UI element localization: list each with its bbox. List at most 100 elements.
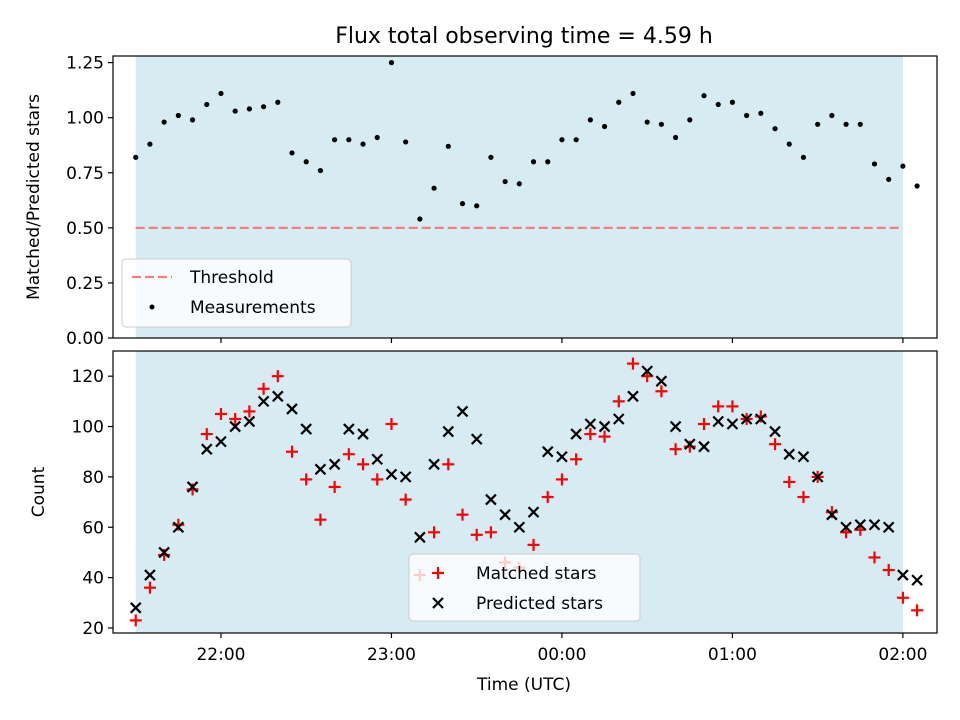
predicted-star-point — [669, 420, 682, 433]
y-tick-label: 0.75 — [66, 164, 104, 184]
predicted-x-b — [826, 508, 838, 521]
predicted-star-point — [513, 521, 526, 534]
measurement-point — [246, 106, 252, 112]
measurement-point — [587, 117, 593, 123]
predicted-x-b — [243, 415, 256, 428]
predicted-x-b — [797, 450, 810, 463]
matched-star-point — [698, 418, 711, 431]
measurement-point — [886, 176, 892, 182]
threshold-legend-label: Threshold — [189, 268, 274, 288]
measurement-point — [374, 134, 380, 141]
y-tick-label: 60 — [82, 518, 104, 538]
matched-star-point — [357, 458, 370, 471]
matched-star-point — [470, 528, 483, 541]
matched-star-point — [882, 564, 895, 577]
predicted-x-b — [399, 471, 412, 483]
measurement-point — [616, 99, 622, 105]
predicted-x-b — [385, 468, 398, 481]
measurements-legend-swatch — [149, 304, 155, 310]
y-tick-label: 0.00 — [66, 329, 104, 349]
predicted-star-point — [627, 390, 639, 403]
count-y-axis-label: Count — [29, 466, 49, 517]
predicted-x-b — [854, 518, 867, 531]
count-points — [129, 357, 924, 627]
matched-star-point — [243, 405, 256, 418]
predicted-x-b — [584, 418, 597, 430]
predicted-x-b — [328, 458, 341, 471]
predicted-star-point — [158, 546, 170, 559]
predicted-star-point — [399, 471, 412, 483]
predicted-star-point — [570, 428, 582, 440]
predicted-x-b — [570, 428, 582, 440]
count-y-ticks: 20 40 60 80 100 120 — [72, 367, 113, 639]
matched-star-point — [783, 475, 796, 488]
predicted-x-b — [215, 435, 227, 448]
measurement-point — [289, 150, 295, 156]
measurement-point — [843, 121, 849, 127]
ratio-x-ticks — [220, 338, 904, 343]
predicted-x-b — [470, 433, 483, 445]
predicted-star-point — [371, 453, 384, 466]
matched-star-point — [456, 508, 469, 521]
predicted-x-b — [499, 508, 511, 521]
predicted-star-point — [755, 413, 767, 425]
measurement-point — [630, 90, 636, 97]
predicted-x-b — [314, 463, 327, 476]
predicted-star-point — [314, 463, 327, 476]
ratio-legend: Threshold Measurements — [121, 258, 352, 328]
predicted-x-b — [357, 428, 369, 440]
predicted-star-point — [868, 518, 881, 531]
predicted-star-point — [186, 481, 199, 493]
measurement-point — [417, 216, 423, 222]
predicted-star-point — [769, 425, 781, 438]
ratio-y-ticks: 0.00 0.25 0.50 0.75 1.00 1.25 — [66, 54, 113, 349]
measurement-point — [672, 134, 679, 141]
measurement-point — [459, 201, 466, 207]
predicted-star-point — [414, 531, 426, 544]
predicted-x-b — [868, 518, 881, 531]
matched-legend-label: Matched stars — [476, 564, 596, 584]
matched-star-point — [555, 473, 568, 486]
measurement-point — [175, 112, 181, 119]
predicted-star-point — [783, 448, 796, 461]
predicted-x-b — [129, 602, 142, 614]
predicted-x-b — [428, 458, 440, 471]
measurement-point — [474, 203, 480, 209]
measurement-point — [815, 121, 821, 127]
measurement-point — [871, 161, 878, 167]
matched-star-point — [371, 473, 384, 486]
predicted-x-b — [144, 569, 156, 581]
measurement-point — [900, 163, 906, 169]
predicted-star-point — [641, 365, 653, 377]
measurement-point — [403, 139, 409, 145]
matched-star-point — [300, 473, 313, 486]
measurement-point — [161, 119, 167, 125]
predicted-star-point — [357, 428, 369, 440]
measurement-point — [303, 159, 309, 165]
predicted-x-b — [698, 440, 710, 453]
measurement-point — [204, 101, 210, 108]
predicted-x-b — [783, 448, 796, 461]
x-tick-label: 23:00 — [367, 645, 416, 665]
measurement-point — [687, 117, 693, 123]
predicted-x-b — [371, 453, 384, 466]
predicted-x-b — [527, 506, 540, 518]
predicted-x-b — [598, 420, 611, 433]
measurement-point — [857, 121, 863, 127]
predicted-x-b — [627, 390, 639, 403]
predicted-star-point — [300, 423, 312, 435]
predicted-star-point — [655, 375, 668, 387]
matched-star-point — [598, 430, 611, 443]
measurement-point — [502, 178, 508, 185]
matched-star-point — [584, 428, 597, 441]
predicted-x-b — [612, 413, 625, 425]
x-tick-label: 02:00 — [878, 645, 927, 665]
matched-star-point — [399, 493, 412, 506]
predicted-x-b — [286, 403, 298, 415]
predicted-star-point — [684, 438, 696, 450]
measurement-point — [346, 137, 352, 143]
matched-star-point — [428, 526, 441, 539]
measurement-point — [189, 117, 196, 123]
measurement-point — [744, 112, 750, 119]
